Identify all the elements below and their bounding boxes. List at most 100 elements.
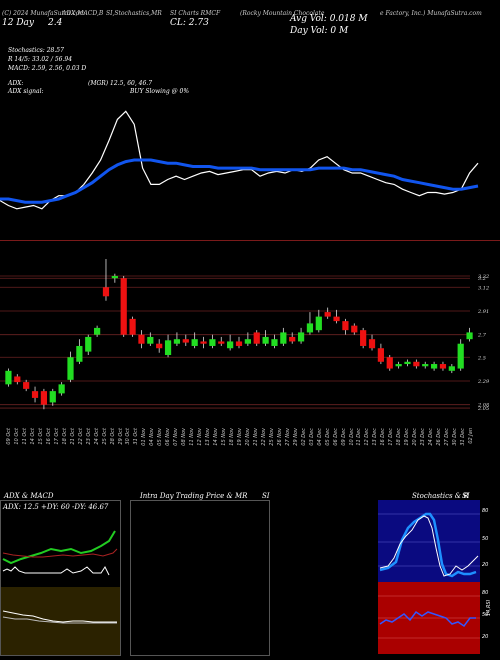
stoch-rsi-plot xyxy=(378,500,480,654)
adx-macd-plot xyxy=(1,501,120,655)
date-label: 01 Nov xyxy=(141,428,148,446)
buy-signal: BUY Slowing @ 0% xyxy=(130,88,190,95)
price-level-label: 3.12 xyxy=(478,285,489,291)
date-label: 25 Nov xyxy=(268,428,275,446)
date-label: 05 Dec xyxy=(324,428,331,446)
candle-down xyxy=(235,341,243,346)
date-label: 20 Nov xyxy=(244,428,251,446)
candle-down xyxy=(218,341,225,344)
day-volume: Day Vol: 0 M xyxy=(290,26,349,36)
date-label: 29 Oct xyxy=(117,428,124,445)
candle-up xyxy=(404,361,411,365)
candle-down xyxy=(289,336,296,342)
moving-average-line xyxy=(0,158,479,204)
candle-down xyxy=(386,357,393,369)
stochastics-value: Stochastics: 28.57 xyxy=(8,47,64,54)
candlestick-chart: 3.223.2 3.12 2.91 2.7 2.5 2.29 2.082.05 xyxy=(0,259,490,412)
candle-down xyxy=(23,382,30,389)
adx-green-line xyxy=(2,530,116,565)
candle-up xyxy=(262,336,269,344)
macd-white-line xyxy=(2,610,117,623)
candle-down xyxy=(342,321,349,331)
date-label: 18 Nov xyxy=(229,428,236,446)
day-label: 12 Day xyxy=(2,18,34,28)
adx-values: ADX: 12.5 +DY: 60 -DY: 46.67 xyxy=(3,503,109,511)
price-level-label: 2.5 xyxy=(477,355,486,361)
candle-up xyxy=(209,339,216,346)
rsi-value: R 14/5: 33.02 / 56.94 xyxy=(8,56,73,63)
candle-up xyxy=(173,339,181,344)
candle-up xyxy=(147,336,154,344)
intra-day-panel xyxy=(130,500,270,656)
date-label: 02 Dec xyxy=(300,428,307,446)
stoch-white-line xyxy=(379,515,479,577)
candle-up xyxy=(297,332,305,342)
day-value: 2.4 xyxy=(48,18,63,28)
candle-down xyxy=(182,339,189,343)
date-label: 06 Nov xyxy=(165,428,172,446)
date-label: 07 Nov xyxy=(173,428,180,446)
stoch-axis-80: 80 xyxy=(482,508,489,514)
ma-chart xyxy=(0,110,479,210)
candle-up xyxy=(227,341,234,349)
candle-down xyxy=(368,339,376,349)
candle-up xyxy=(448,366,455,371)
adx-red-line xyxy=(2,548,118,558)
candle-down xyxy=(351,325,358,333)
price-level-label: 2.91 xyxy=(477,309,489,315)
rsi-axis-50: 50 xyxy=(482,612,489,618)
date-label: 18 Oct xyxy=(61,428,68,445)
stoch-axis-20: 20 xyxy=(482,562,489,568)
date-label: 08 Nov xyxy=(181,428,188,446)
date-label: 16 Dec xyxy=(380,428,387,446)
candle-up xyxy=(244,339,251,344)
macd-area xyxy=(1,587,120,655)
date-label: 10 Dec xyxy=(348,428,355,446)
candle-up xyxy=(49,391,56,403)
adx-panel-title: ADX & MACD xyxy=(4,492,54,500)
date-label: 12 Nov xyxy=(197,428,204,446)
date-label: 14 Nov xyxy=(213,428,220,446)
adx-signal-label: ADX signal: xyxy=(8,88,44,95)
candle-down xyxy=(156,343,163,349)
candle-down xyxy=(413,361,420,367)
date-label: 09 Oct xyxy=(5,428,12,445)
candle-down xyxy=(360,330,367,346)
date-label: 13 Nov xyxy=(205,428,212,446)
candle-down xyxy=(14,376,21,383)
candle-down xyxy=(439,364,447,369)
date-label: 13 Dec xyxy=(372,428,379,446)
date-label: 11 Nov xyxy=(189,428,196,446)
date-label: 03 Dec xyxy=(308,428,315,446)
rsi-axis-80: 80 xyxy=(482,590,489,596)
date-label: 23 Dec xyxy=(420,428,427,446)
date-label: 05 Nov xyxy=(157,428,164,446)
candle-up xyxy=(271,339,278,346)
date-label: 15 Oct xyxy=(37,428,44,445)
candle-up xyxy=(58,384,65,394)
candle-down xyxy=(129,318,136,335)
candle-up xyxy=(191,339,198,346)
rsi-axis-20: 20 xyxy=(482,634,489,640)
date-label: 27 Dec xyxy=(444,428,451,446)
date-label: 26 Dec xyxy=(436,428,443,446)
date-label: 22 Oct xyxy=(77,428,84,445)
candle-up xyxy=(94,327,101,335)
date-label: 15 Nov xyxy=(221,428,228,446)
date-label: 09 Dec xyxy=(340,428,347,446)
date-axis: 09 Oct 10 Oct 11 Oct 14 Oct 15 Oct 16 Oct 17 O… xyxy=(0,428,500,484)
candle-down xyxy=(333,316,340,322)
stoch-blue-line xyxy=(379,512,477,578)
separator-line xyxy=(0,240,500,241)
price-level-label: 2.7 xyxy=(477,333,487,339)
stoch-rsi-panel: 80 50 20 80 50 20 14,RSI xyxy=(378,500,498,654)
mgr-value: (MGR) 12.5, 60, 46.7 xyxy=(88,80,153,87)
rsi-blue-line xyxy=(379,610,476,628)
date-label: 02 Jan xyxy=(468,428,475,444)
candle-up xyxy=(422,364,429,367)
candle-down xyxy=(138,334,145,344)
candle-up xyxy=(5,370,12,385)
date-label: 21 Oct xyxy=(69,428,76,445)
intra-panel-title: Intra Day Trading Price & MR xyxy=(140,492,248,500)
stoch-axis-50: 50 xyxy=(482,536,489,542)
